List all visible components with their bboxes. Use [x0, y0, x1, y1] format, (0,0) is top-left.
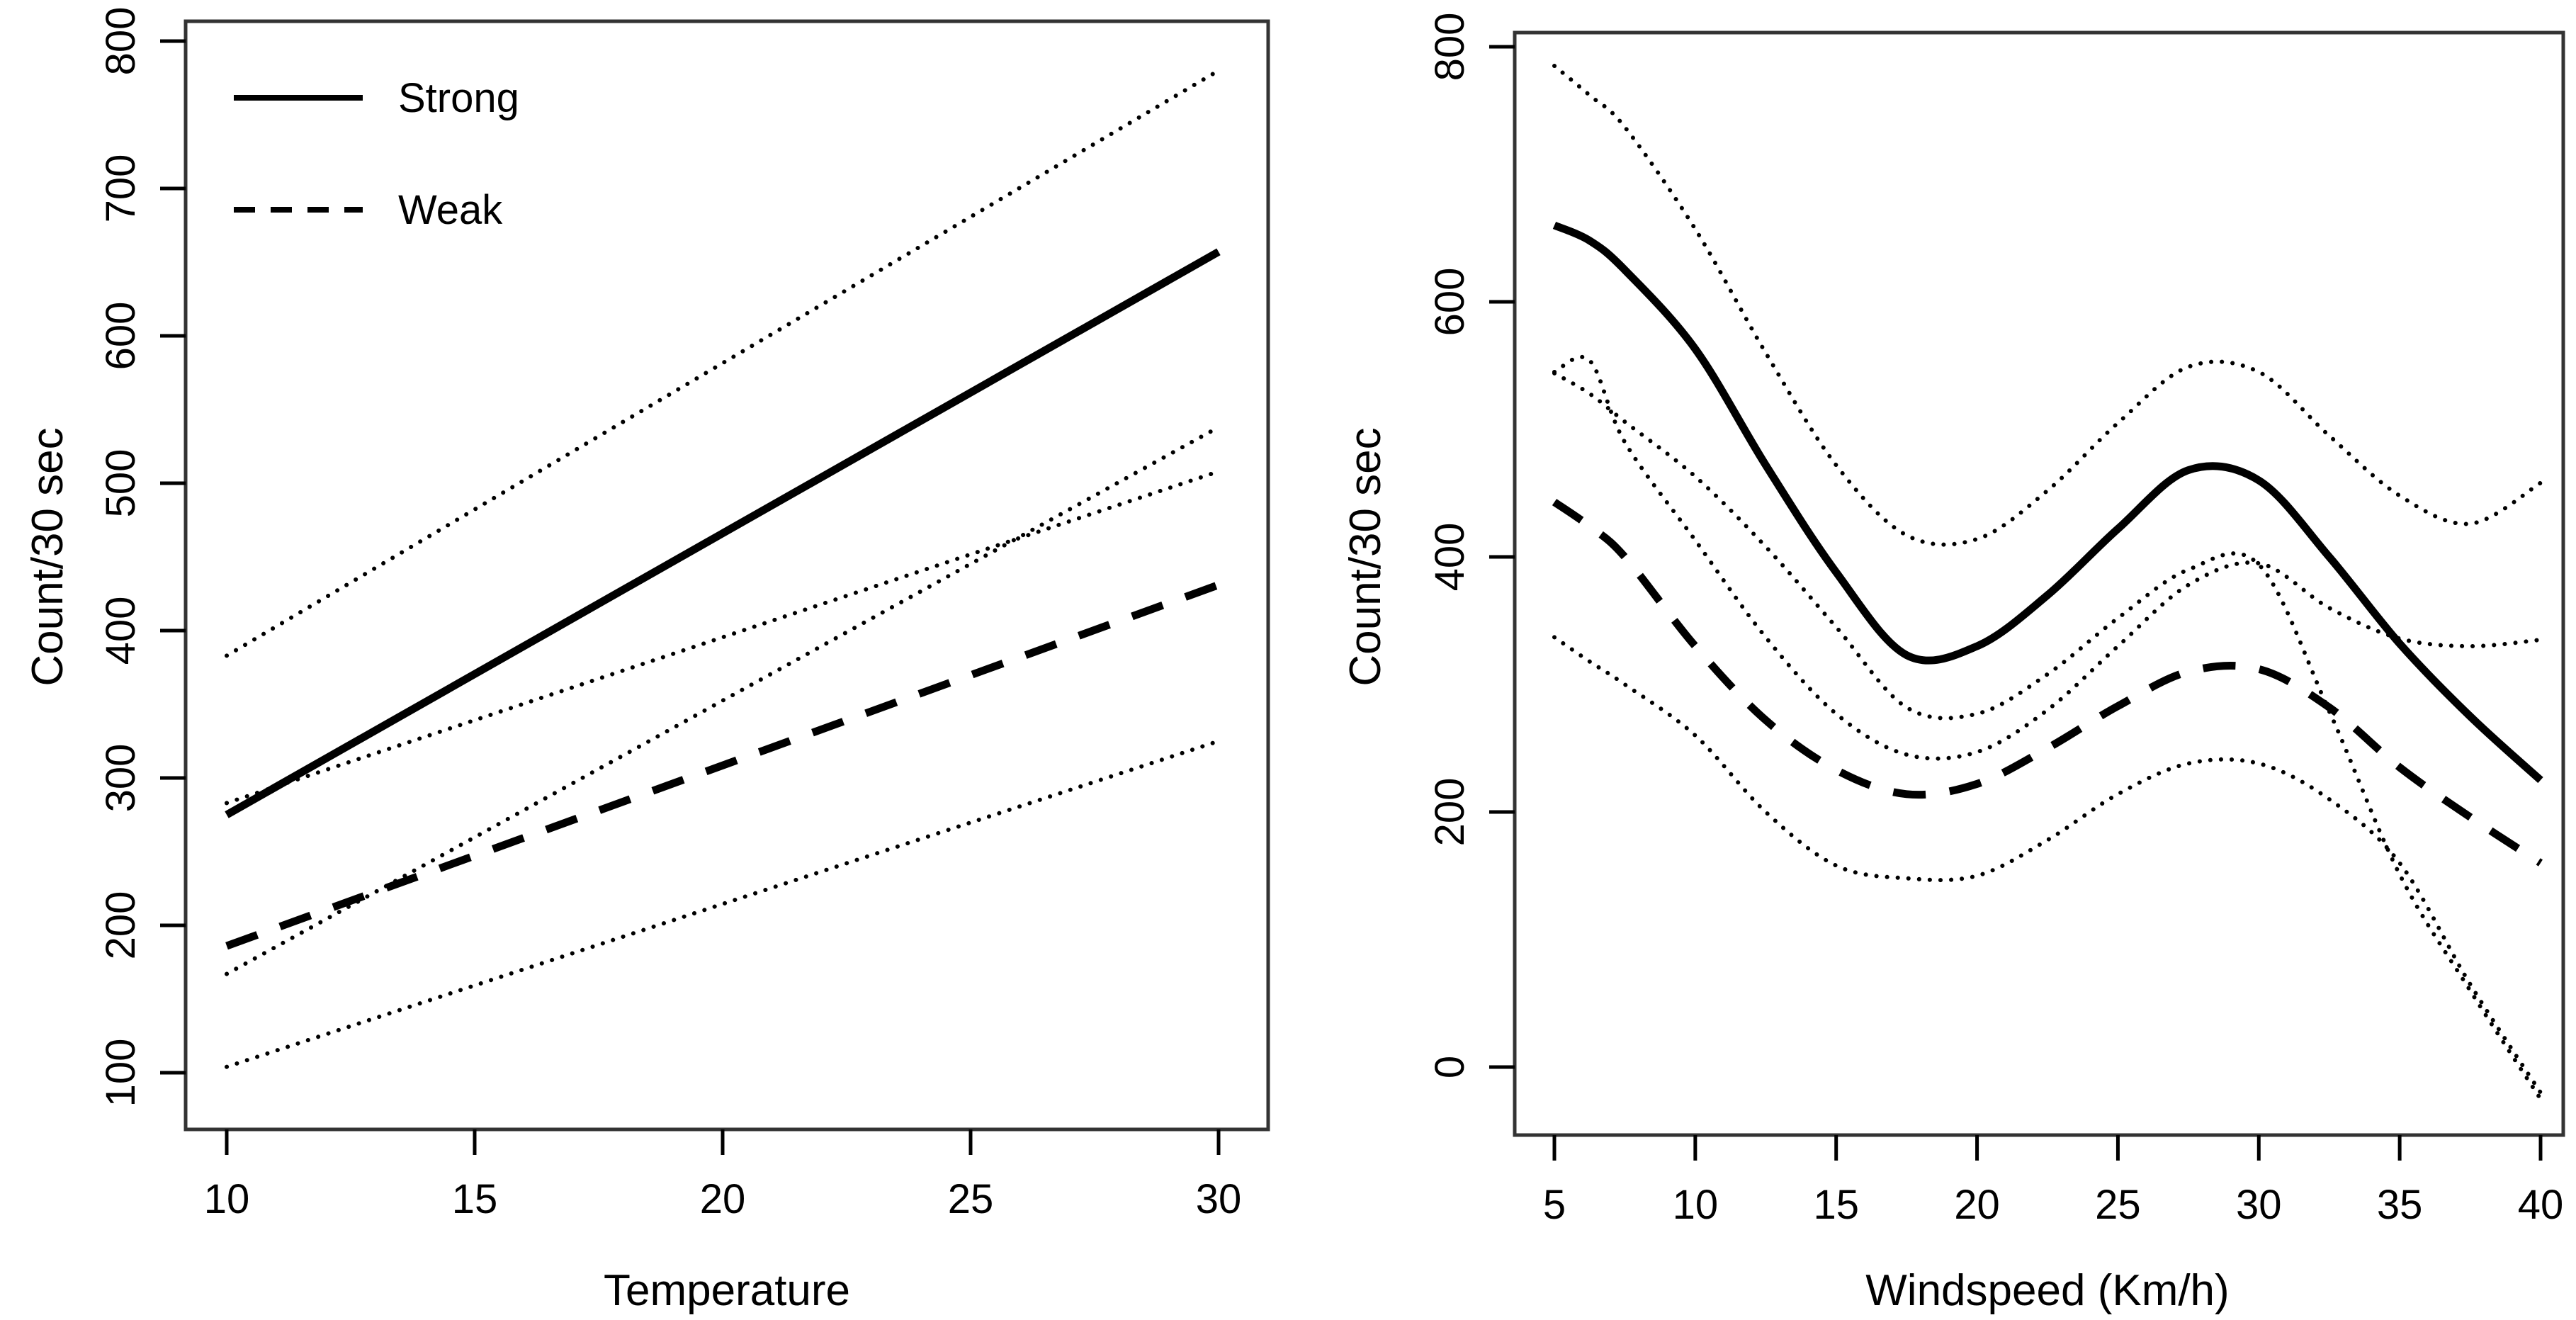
x-tick-label: 25 [2095, 1182, 2141, 1228]
series-strong [225, 248, 1221, 818]
x-tick-label: 20 [700, 1176, 746, 1222]
x-tick-label: 25 [948, 1176, 994, 1222]
x-tick-label: 30 [1196, 1176, 1242, 1222]
y-tick-label: 600 [98, 302, 144, 371]
y-tick-label: 600 [1427, 268, 1473, 337]
x-tick-label: 5 [1543, 1182, 1566, 1228]
x-axis-title-temperature: Temperature [604, 1266, 850, 1315]
series-strong [1552, 221, 2543, 784]
series-weak [1552, 499, 2543, 867]
x-tick-label: 15 [1813, 1182, 1859, 1228]
x-axis-title-windspeed: Windspeed (Km/h) [1865, 1266, 2229, 1315]
plot-box [183, 19, 1270, 1132]
legend: Strong Weak [234, 75, 519, 233]
y-tick-label: 200 [1427, 778, 1473, 847]
legend-label: Weak [398, 187, 503, 233]
series-weak-ci-upper [1552, 354, 2543, 761]
y-tick-label: 400 [98, 597, 144, 665]
y-tick-label: 800 [1427, 13, 1473, 81]
x-tick-label: 30 [2236, 1182, 2282, 1228]
series-weak [225, 581, 1220, 950]
x-tick-label: 10 [1673, 1182, 1719, 1228]
temperature-panel: 10 15 20 25 30 100 200 300 400 500 600 700 800 Strong… [23, 7, 1270, 1315]
y-axis-title-left: Count/30 sec [23, 427, 72, 686]
y-tick-label: 300 [98, 744, 144, 813]
y-axis-title-right: Count/30 sec [1341, 427, 1390, 686]
x-tick-label: 40 [2518, 1182, 2564, 1228]
series-weak-ci-lower [1552, 635, 2543, 1095]
series-strong-ci-upper [225, 68, 1221, 658]
legend-label: Strong [398, 75, 519, 121]
series-strong-ci-upper [1552, 64, 2543, 547]
y-tick-label: 0 [1427, 1056, 1473, 1078]
legend-item-weak: Weak [234, 187, 503, 233]
legend-item-strong: Strong [234, 75, 519, 121]
series-strong-ci-lower [225, 425, 1221, 976]
series-strong-ci-lower [1552, 371, 2543, 1101]
series-weak-ci-lower [225, 739, 1221, 1069]
x-tick-label: 20 [1954, 1182, 2000, 1228]
x-tick-label: 10 [204, 1176, 250, 1222]
y-tick-label: 800 [98, 7, 144, 76]
y-tick-label: 400 [1427, 523, 1473, 592]
x-tick-label: 15 [452, 1176, 498, 1222]
y-tick-label: 200 [98, 891, 144, 960]
y-tick-label: 700 [98, 154, 144, 223]
plot-box [1513, 30, 2565, 1137]
y-tick-label: 500 [98, 449, 144, 518]
x-tick-label: 35 [2377, 1182, 2423, 1228]
y-tick-label: 100 [98, 1039, 144, 1107]
series-weak-ci-upper [225, 469, 1221, 806]
